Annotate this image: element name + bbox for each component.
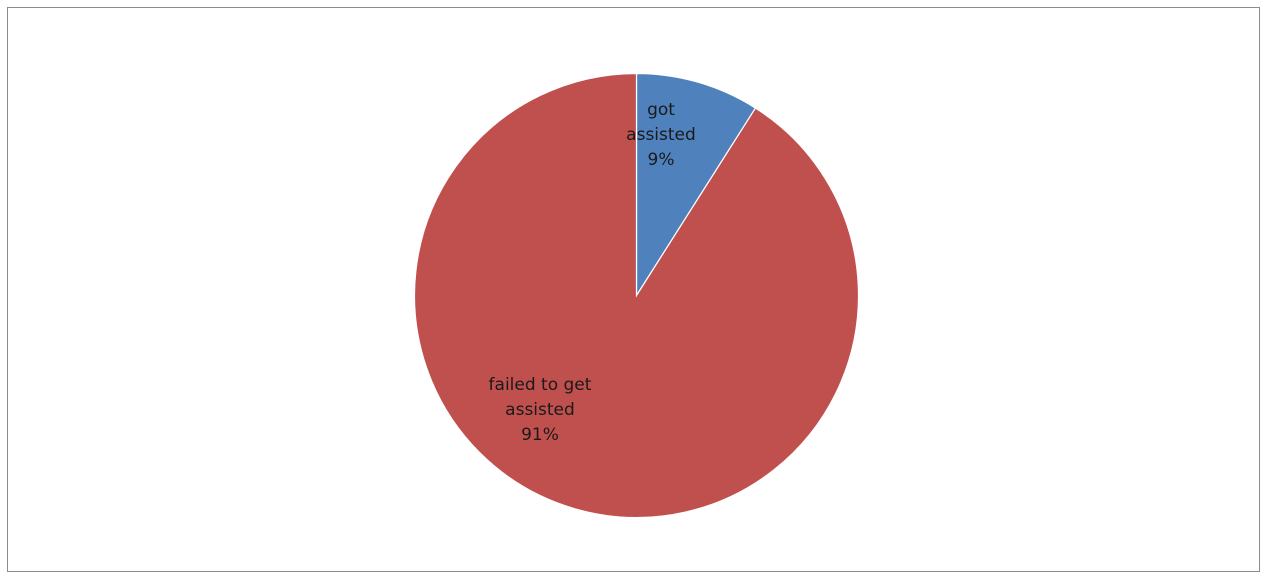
data-label-line: assisted xyxy=(505,400,575,420)
data-label-line: assisted xyxy=(626,125,696,145)
pie-slices xyxy=(413,72,860,519)
pie-slice-failed-to-get-assisted xyxy=(413,72,860,519)
chart-area: got assisted 9% failed to get assisted 91% xyxy=(7,7,1260,572)
data-label-line: got xyxy=(647,100,675,120)
data-label-failed-to-get-assisted: failed to get assisted 91% xyxy=(489,375,592,445)
pie-data-labels: got assisted 9% failed to get assisted 91% xyxy=(489,100,696,445)
data-label-line: failed to get xyxy=(489,375,592,395)
pie-slice-got-assisted xyxy=(635,72,757,298)
data-label-got-assisted: got assisted 9% xyxy=(626,100,696,170)
pie-chart: got assisted 9% failed to get assisted 91% xyxy=(413,72,860,519)
data-label-line: 91% xyxy=(521,425,559,445)
data-label-line: 9% xyxy=(648,150,675,170)
